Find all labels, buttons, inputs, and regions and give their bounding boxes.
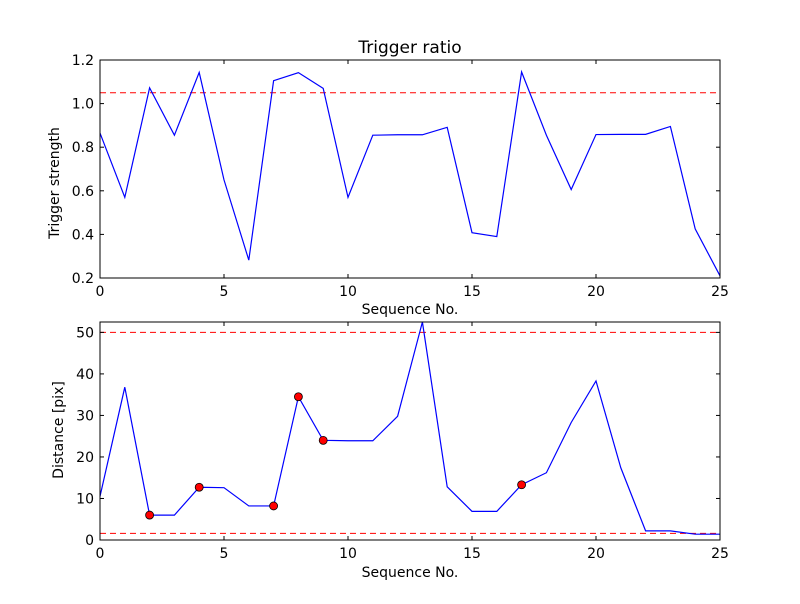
y-tick-label: 1.0 — [72, 97, 94, 113]
x-tick-label: 0 — [96, 546, 105, 562]
y-tick-label: 0.6 — [72, 184, 94, 200]
x-tick-label: 5 — [220, 546, 229, 562]
y-axis-label: Trigger strength — [47, 127, 63, 240]
x-tick-label: 10 — [339, 546, 357, 562]
data-point-marker — [318, 435, 328, 445]
y-tick-label: 1.2 — [72, 53, 94, 69]
y-tick-label: 0.4 — [72, 227, 94, 243]
plot-frame — [99, 321, 721, 541]
x-tick-label: 25 — [711, 284, 729, 300]
data-point-marker — [517, 480, 526, 490]
data-point-marker — [145, 510, 155, 520]
x-axis-label: Sequence No. — [362, 565, 459, 581]
y-tick-label: 0.2 — [72, 271, 94, 287]
series-line — [99, 69, 721, 277]
y-tick-label: 0.8 — [72, 140, 94, 156]
x-tick-label: 25 — [711, 546, 729, 562]
x-tick-label: 20 — [587, 284, 605, 300]
x-tick-label: 5 — [220, 284, 229, 300]
y-tick-label: 30 — [76, 408, 94, 424]
trigger-ratio-chart: Trigger ratio Sequence No. Trigger stren… — [47, 38, 729, 318]
x-tick-label: 20 — [587, 546, 605, 562]
plot-frame — [99, 59, 721, 279]
x-tick-label: 15 — [463, 284, 481, 300]
data-point-marker — [293, 392, 303, 402]
x-tick-label: 10 — [339, 284, 357, 300]
chart-title: Trigger ratio — [357, 38, 461, 58]
x-axis-label: Sequence No. — [362, 302, 459, 318]
y-tick-label: 20 — [76, 450, 94, 466]
y-tick-label: 40 — [76, 367, 94, 383]
y-tick-label: 10 — [76, 491, 94, 507]
data-point-marker — [269, 501, 279, 511]
data-point-marker — [194, 482, 204, 492]
x-tick-label: 0 — [96, 284, 105, 300]
distance-chart: Sequence No. Distance [pix] 0 5 10 15 20 25 0 1… — [51, 321, 729, 581]
x-tick-label: 15 — [463, 546, 481, 562]
y-tick-label: 0 — [85, 533, 94, 549]
y-tick-label: 50 — [76, 325, 94, 341]
y-axis-label: Distance [pix] — [51, 381, 67, 479]
